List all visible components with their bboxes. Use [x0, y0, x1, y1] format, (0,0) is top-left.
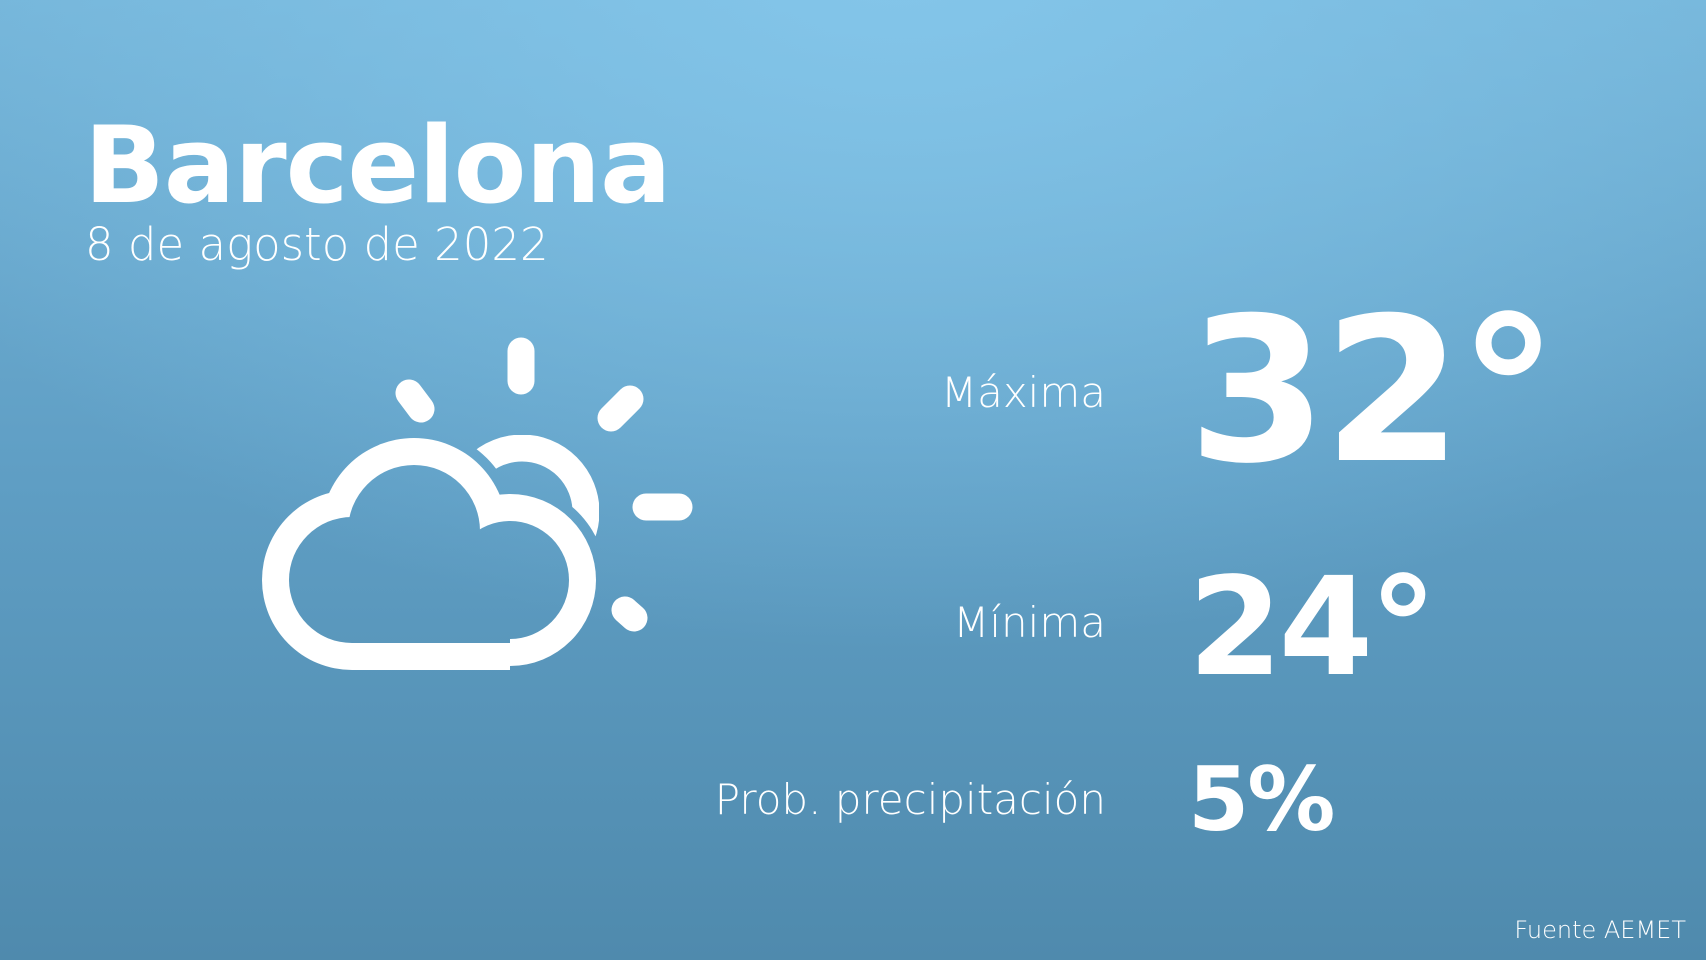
min-temp-label: Mínima	[953, 598, 1106, 647]
min-temp-value: 24°	[1188, 549, 1437, 707]
max-temp-value: 32°	[1188, 275, 1558, 508]
precip-label: Prob. precipitación	[714, 775, 1106, 824]
source-credit: Fuente AEMET	[1514, 916, 1686, 944]
city-name: Barcelona	[84, 104, 671, 227]
precip-value: 5%	[1188, 748, 1335, 851]
forecast-date: 8 de agosto de 2022	[85, 218, 549, 271]
max-temp-label: Máxima	[940, 368, 1106, 417]
